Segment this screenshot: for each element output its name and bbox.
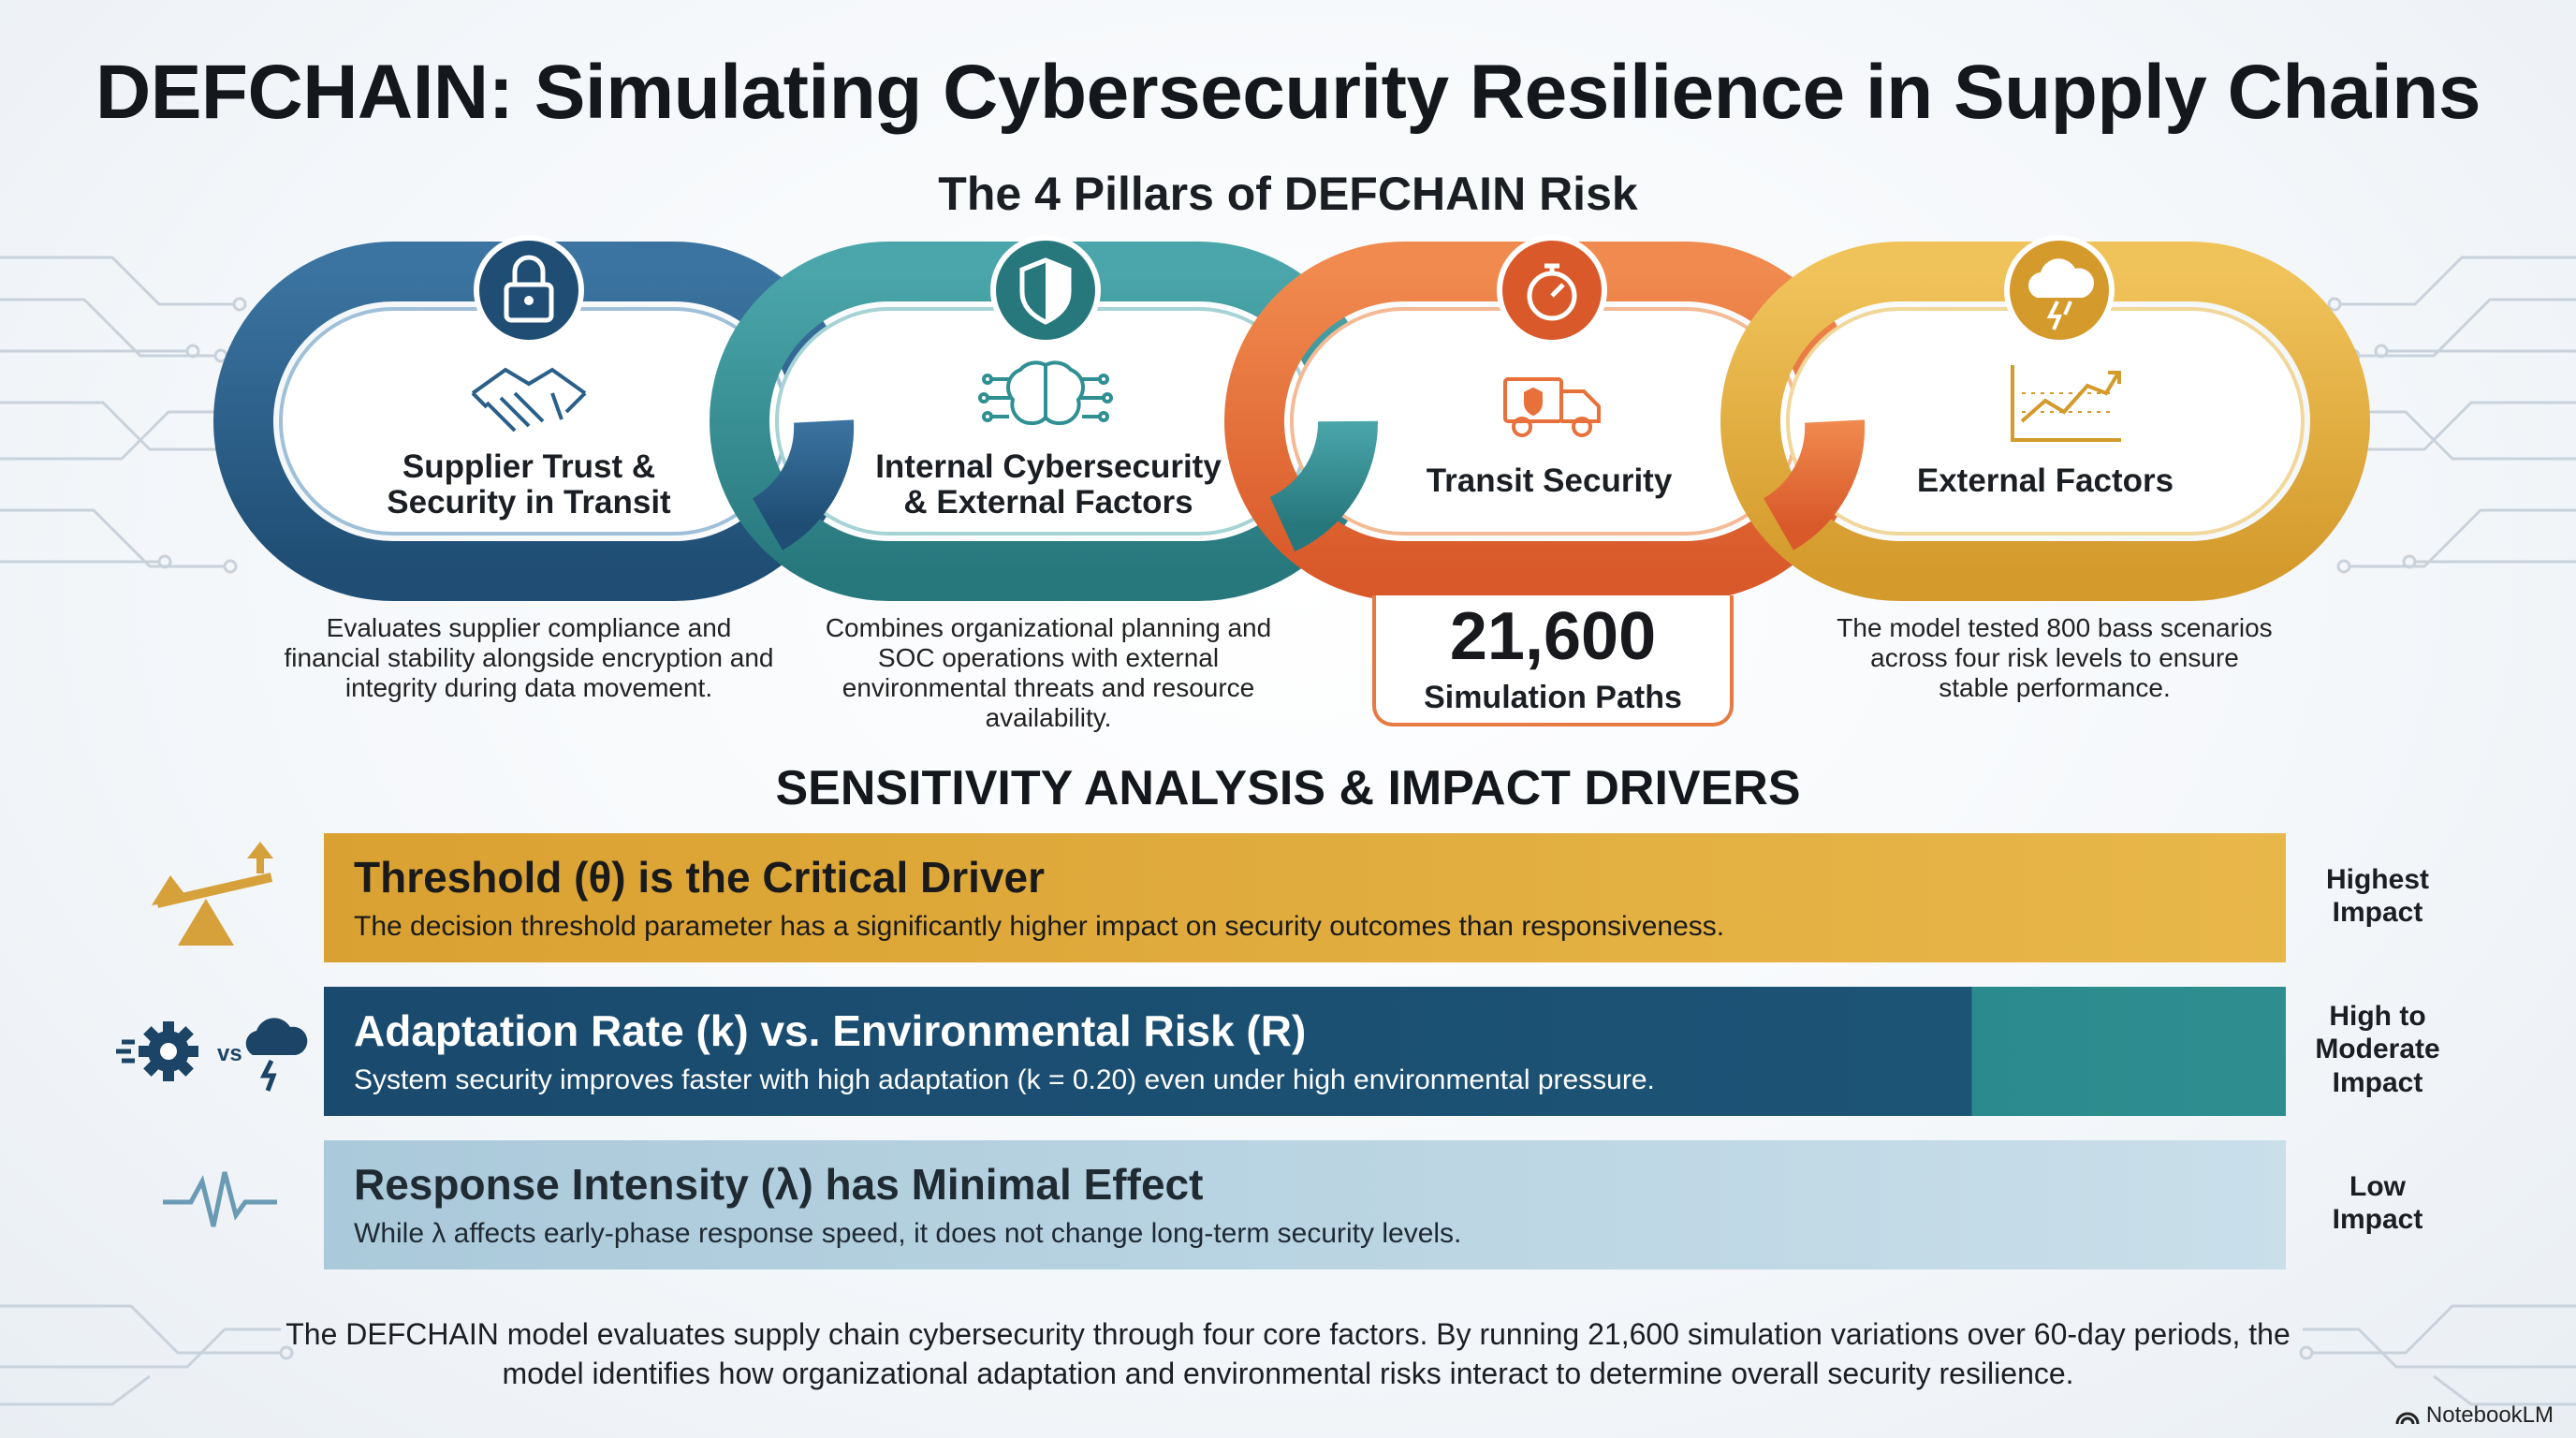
impact-label-adaptation: High to Moderate Impact [2315,1001,2440,1098]
pillar-description-external-factors: The model tested 800 bass scenarios acro… [1837,613,2273,702]
driver-title-response: Response Intensity (λ) has Minimal Effec… [354,1160,1204,1209]
driver-bar-response: Response Intensity (λ) has Minimal Effec… [324,1140,2286,1269]
driver-title-threshold: Threshold (θ) is the Critical Driver [354,853,1046,902]
brain-circuit-icon [978,360,1113,426]
brand-label: NotebookLM [2425,1402,2554,1428]
stopwatch-icon [1497,235,1607,345]
gear-vs-storm-icon: vs [116,1018,308,1092]
brand-notebooklm: NotebookLM [2394,1402,2554,1429]
driver-description-adaptation: System security improves faster with hig… [354,1064,1655,1095]
seesaw-icon [152,842,273,946]
simulation-paths-number: 21,600 [1449,599,1657,674]
pillar-label-transit-security: Transit Security [1426,462,1673,499]
driver-description-response: While λ affects early-phase response spe… [354,1217,1462,1249]
pulse-wave-icon [163,1171,277,1227]
shield-icon [990,235,1101,345]
driver-description-threshold: The decision threshold parameter has a s… [354,910,1725,942]
summary-footer: The DEFCHAIN model evaluates supply chai… [285,1317,2291,1390]
simulation-paths-callout: 21,600 Simulation Paths [1372,595,1734,726]
pillars-subtitle: The 4 Pillars of DEFCHAIN Risk [938,168,1638,220]
pillar-label-external-factors: External Factors [1916,462,2174,499]
impact-label-threshold: Highest Impact [2325,864,2429,929]
sensitivity-title: SENSITIVITY ANALYSIS & IMPACT DRIVERS [775,761,1801,815]
pillar-label-supplier-trust: Supplier Trust & Security in Transit [387,448,671,521]
page-title: DEFCHAIN: Simulating Cybersecurity Resil… [95,50,2481,135]
vs-text: vs [217,1041,242,1066]
pillar-label-internal-cyber: Internal Cybersecurity & External Factor… [875,448,1222,521]
lock-icon [474,235,584,345]
pillar-description-supplier-trust: Evaluates supplier compliance and financ… [284,613,774,702]
driver-bar-adaptation: Adaptation Rate (k) vs. Environmental Ri… [324,987,2286,1116]
impact-label-response: Low Impact [2332,1171,2423,1236]
handshake-icon [471,367,587,433]
pillar-description-internal-cyber: Combines organizational planning and SOC… [825,613,1272,732]
truck-icon [1503,377,1601,437]
simulation-paths-label: Simulation Paths [1424,680,1682,715]
storm-cloud-icon [2004,235,2115,345]
driver-title-adaptation: Adaptation Rate (k) vs. Environmental Ri… [354,1006,1307,1055]
notebooklm-logo-icon [2395,1412,2420,1424]
driver-bar-threshold: Threshold (θ) is the Critical Driver The… [324,833,2286,962]
line-chart-icon [2011,365,2121,442]
